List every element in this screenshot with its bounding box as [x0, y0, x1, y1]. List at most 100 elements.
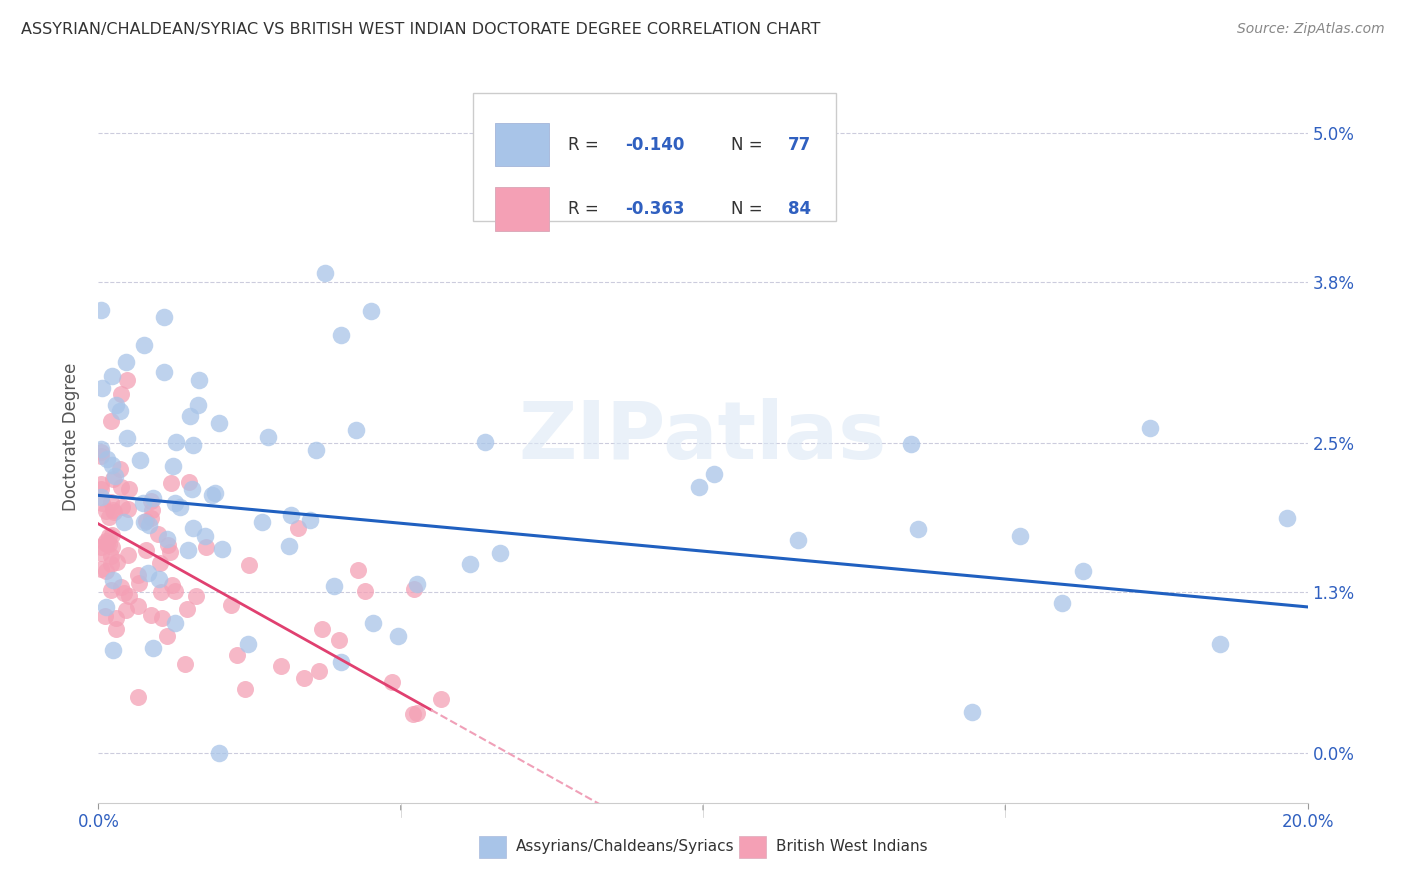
Point — [148, 572, 170, 586]
Point — [90, 302, 112, 317]
Point — [186, 589, 208, 603]
Point — [91, 381, 114, 395]
Point — [101, 458, 124, 472]
Point — [219, 599, 242, 613]
Point — [135, 542, 157, 557]
Point — [402, 582, 425, 597]
Point — [329, 655, 352, 669]
Text: 84: 84 — [787, 200, 811, 218]
Point — [163, 584, 186, 599]
Y-axis label: Doctorate Degree: Doctorate Degree — [62, 363, 80, 511]
Point — [112, 515, 135, 529]
Point — [962, 705, 984, 719]
Point — [132, 496, 155, 510]
Text: ZIPatlas: ZIPatlas — [519, 398, 887, 476]
Point — [1275, 511, 1298, 525]
Point — [90, 445, 112, 459]
Point — [100, 368, 122, 383]
Point — [1008, 529, 1031, 543]
Point — [93, 535, 115, 549]
Point — [111, 500, 134, 514]
Point — [142, 640, 165, 655]
Point — [118, 589, 141, 603]
Point — [165, 435, 187, 450]
Point — [402, 707, 425, 722]
Point — [101, 472, 124, 486]
Point — [250, 515, 273, 529]
Point — [103, 505, 125, 519]
Point — [90, 496, 112, 510]
Point — [176, 602, 198, 616]
FancyBboxPatch shape — [740, 836, 766, 858]
Point — [94, 608, 117, 623]
Point — [347, 562, 370, 576]
Point — [179, 409, 201, 424]
Point — [1071, 565, 1094, 579]
Text: Source: ZipAtlas.com: Source: ZipAtlas.com — [1237, 22, 1385, 37]
Point — [134, 338, 156, 352]
Point — [101, 573, 124, 587]
Point — [194, 529, 217, 543]
Point — [329, 328, 352, 343]
Point — [489, 546, 512, 560]
Point — [141, 511, 163, 525]
Text: N =: N = — [731, 200, 768, 218]
Point — [96, 504, 118, 518]
Point — [115, 355, 138, 369]
Point — [165, 615, 187, 630]
Point — [208, 746, 231, 760]
Point — [162, 459, 184, 474]
Point — [169, 500, 191, 514]
Point — [406, 577, 429, 591]
Point — [94, 599, 117, 614]
Point — [117, 373, 139, 387]
Point — [142, 491, 165, 505]
Point — [474, 435, 496, 450]
Point — [112, 586, 135, 600]
Point — [160, 578, 183, 592]
FancyBboxPatch shape — [495, 187, 550, 231]
Point — [233, 681, 256, 696]
Point — [90, 491, 112, 505]
Point — [100, 582, 122, 597]
Point — [110, 580, 132, 594]
Point — [292, 671, 315, 685]
Point — [100, 495, 122, 509]
Text: -0.363: -0.363 — [626, 200, 685, 218]
FancyBboxPatch shape — [495, 122, 550, 167]
Point — [104, 469, 127, 483]
Point — [380, 674, 402, 689]
Point — [100, 414, 122, 428]
Point — [98, 528, 121, 542]
Point — [114, 603, 136, 617]
Point — [211, 542, 233, 557]
Point — [406, 706, 429, 720]
Point — [173, 657, 195, 671]
Point — [139, 608, 162, 623]
Point — [156, 537, 179, 551]
FancyBboxPatch shape — [474, 94, 837, 221]
Text: N =: N = — [731, 136, 768, 153]
Point — [430, 692, 453, 706]
Point — [187, 373, 209, 387]
Point — [127, 599, 149, 614]
FancyBboxPatch shape — [479, 836, 506, 858]
Point — [201, 488, 224, 502]
Point — [280, 508, 302, 523]
Point — [900, 436, 922, 450]
Point — [90, 540, 112, 554]
Point — [128, 576, 150, 591]
Point — [458, 557, 481, 571]
Point — [1209, 637, 1232, 651]
Point — [204, 485, 226, 500]
Point — [110, 480, 132, 494]
Point — [187, 398, 209, 412]
Point — [703, 467, 725, 482]
Point — [323, 579, 346, 593]
Point — [1139, 421, 1161, 435]
Point — [195, 540, 218, 554]
Point — [165, 496, 187, 510]
Point — [96, 533, 118, 548]
Point — [127, 568, 149, 582]
Point — [97, 509, 120, 524]
